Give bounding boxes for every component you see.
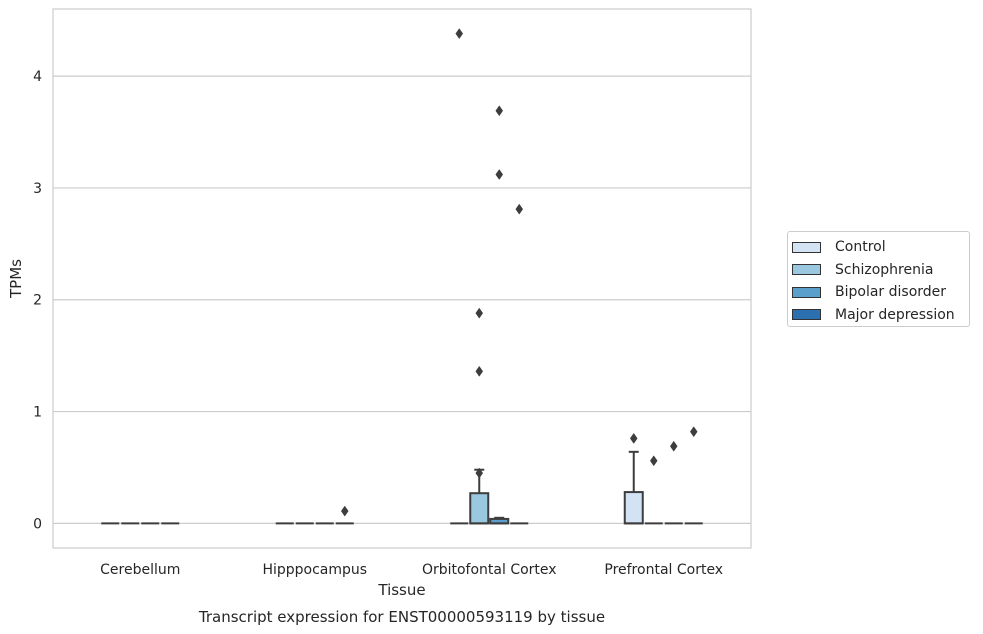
legend-label: Control xyxy=(835,239,886,256)
y-axis-label: TPMs xyxy=(7,259,25,299)
legend-item: Bipolar disorder xyxy=(792,281,969,304)
y-tick-label: 0 xyxy=(33,516,42,532)
y-tick-label: 3 xyxy=(33,181,42,197)
x-axis-ticks: Cerebellum Hipppocampus Orbitofontal Corte… xyxy=(100,562,723,578)
box-control xyxy=(623,450,644,525)
y-axis-ticks: 0 1 2 3 4 xyxy=(33,69,42,532)
outlier-point xyxy=(455,28,464,40)
y-tick-label: 4 xyxy=(33,69,42,85)
outlier-marks xyxy=(340,28,698,517)
legend-label: Major depression xyxy=(835,306,955,323)
gridlines xyxy=(53,75,751,524)
box-marks xyxy=(101,450,703,525)
legend-swatch xyxy=(792,286,821,298)
y-tick-label: 2 xyxy=(33,293,42,309)
outlier-point xyxy=(495,169,504,180)
legend-label: Schizophrenia xyxy=(835,261,934,278)
x-axis-label: Tissue xyxy=(377,581,425,599)
outlier-point xyxy=(669,440,678,452)
outlier-point xyxy=(629,432,638,444)
outlier-point xyxy=(475,365,484,377)
x-tick-label: Orbitofontal Cortex xyxy=(422,562,557,578)
chart-caption: Transcript expression for ENST0000059311… xyxy=(198,608,605,626)
outlier-point xyxy=(475,467,484,479)
legend-swatch xyxy=(792,264,821,276)
legend-swatch xyxy=(792,241,821,253)
outlier-point xyxy=(475,307,484,319)
plot-frame xyxy=(52,8,752,549)
outlier-point xyxy=(495,105,504,117)
outlier-point xyxy=(515,203,524,215)
y-tick-label: 1 xyxy=(33,405,42,421)
outlier-point xyxy=(649,455,658,467)
x-tick-label: Hipppocampus xyxy=(262,562,367,578)
legend: Control Schizophrenia Bipolar disorder Majo… xyxy=(787,231,970,327)
legend-item: Control xyxy=(792,236,969,259)
legend-swatch xyxy=(792,309,821,321)
x-tick-label: Prefrontal Cortex xyxy=(604,562,723,578)
legend-item: Major depression xyxy=(792,304,969,327)
box-bipolar-disorder xyxy=(489,516,510,525)
outlier-point xyxy=(340,505,349,517)
legend-label: Bipolar disorder xyxy=(835,284,947,301)
legend-item: Schizophrenia xyxy=(792,259,969,282)
outlier-point xyxy=(689,426,698,438)
x-tick-label: Cerebellum xyxy=(100,562,180,578)
